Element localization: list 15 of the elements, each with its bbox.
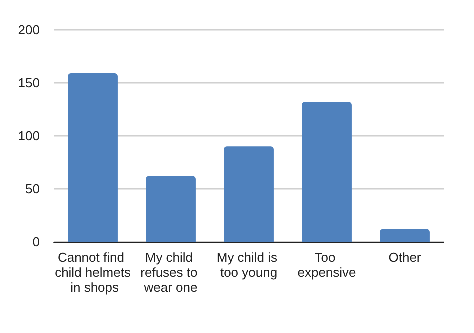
y-tick-label: 50 [26,182,40,196]
y-tick-label: 150 [18,76,40,90]
y-tick-label: 200 [18,22,40,38]
x-tick-label: My child is too young [216,250,282,280]
bar [224,146,274,242]
bar [68,73,118,242]
bar [380,229,430,242]
x-tick-label: Too expensive [298,250,356,280]
bar [146,176,196,242]
x-tick-label: Cannot find child helmets in shops [55,250,132,295]
y-tick-label: 100 [18,128,40,144]
x-tick-label: My child refuses to wear one [140,250,202,295]
bar [302,102,352,242]
x-tick-label: Other [388,250,422,265]
y-tick-label: 0 [32,234,40,250]
